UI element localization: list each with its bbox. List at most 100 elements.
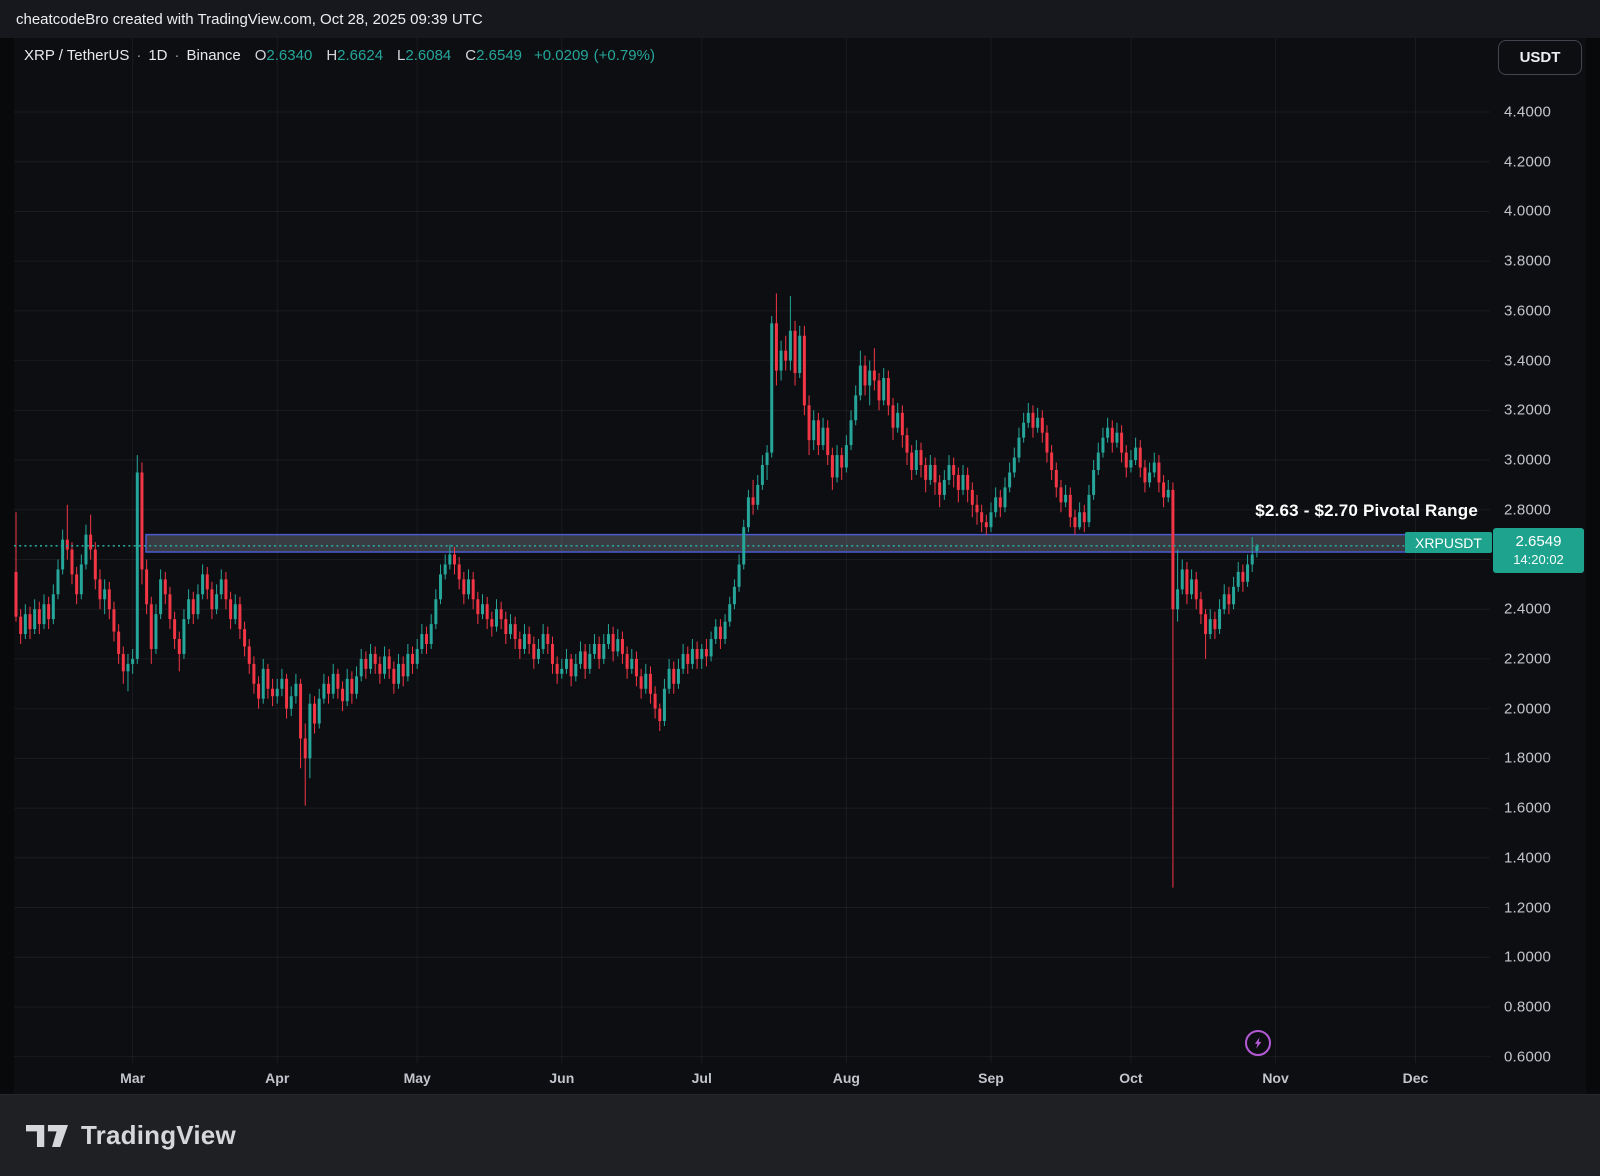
candle-body [1073,517,1077,528]
candle-body [569,658,573,677]
candle-body [355,676,359,694]
candle-body [1087,494,1091,523]
candle-body [210,589,214,610]
candle-body [135,472,139,659]
candle-body [37,609,41,625]
candle-body [121,653,125,672]
candle-body [760,465,764,485]
candle-body [42,604,46,625]
candle-body [648,673,652,694]
candle-body [425,634,429,645]
candle-body [271,688,275,697]
tradingview-logo-text[interactable]: TradingView [81,1120,236,1150]
candle-body [690,648,694,664]
candle-body [592,644,596,654]
candle-body [625,653,629,669]
candle-body [947,465,951,480]
candle-body [1096,452,1100,470]
candle-body [285,678,289,709]
candle-body [854,395,858,421]
candle-body [238,604,242,630]
candle-body [802,335,806,406]
candle-body [597,644,601,659]
price-axis-label: 2.2000 [1504,650,1552,668]
candle-body [784,350,788,361]
symbol-name[interactable]: XRP / TetherUS [24,47,130,64]
symbol-header: XRP / TetherUS · 1D · Binance O2.6340 H2… [24,47,655,67]
candle-body [504,619,508,635]
candle-body [364,658,368,669]
candle-body [252,663,256,684]
candle-body [56,569,60,595]
candle-body [667,668,671,689]
candle-body [336,673,340,689]
candle-body [317,698,321,724]
candle-body [1232,586,1236,605]
candle-body [821,427,825,446]
price-axis-label: 2.0000 [1504,700,1552,718]
price-axis-label: 4.0000 [1504,202,1552,220]
candle-body [439,574,443,600]
candle-body [914,450,918,470]
interval-label[interactable]: 1D [148,47,168,64]
candle-body [490,619,494,627]
candle-body [980,512,984,523]
candle-body [1138,447,1142,468]
candle-body [98,579,102,600]
candle-body [471,579,475,600]
chart-widget[interactable]: XRP / TetherUS · 1D · Binance O2.6340 H2… [14,38,1586,1094]
candle-body [1115,432,1119,443]
candle-body [672,668,676,684]
candle-body [429,624,433,645]
flash-icon[interactable] [1245,1030,1271,1056]
candle-body [952,465,956,475]
candle-body [555,663,559,674]
candle-body [882,378,886,401]
candle-body [93,549,97,580]
candle-body [1040,417,1044,433]
candle-body [1213,619,1217,630]
candle-body [732,586,736,605]
time-axis-label-jun: Jun [549,1070,575,1086]
price-axis-label: 3.6000 [1504,302,1552,320]
currency-toggle-button[interactable]: USDT [1498,40,1582,75]
candle-body [383,656,387,674]
candle-body [634,658,638,677]
candle-body [224,579,228,600]
candle-body [485,604,489,620]
candle-body [1054,469,1058,488]
candle-body [1246,564,1250,582]
candle-body [1101,437,1105,453]
candle-body [215,594,219,610]
candle-body [233,604,237,620]
candle-body [527,634,531,645]
candle-body [1022,422,1026,438]
candle-body [835,455,839,478]
candle-body [550,644,554,664]
candle-body [191,599,195,615]
candle-body [849,420,853,446]
candle-body [630,658,634,669]
candle-body [462,579,466,595]
candle-body [1176,589,1180,610]
candle-body [1059,487,1063,503]
candle-body [788,330,792,361]
candle-body [704,648,708,657]
candle-body [47,604,51,620]
candle-body [322,683,326,699]
candle-body [536,648,540,659]
candle-body [154,614,158,649]
candle-body [19,616,23,635]
candle-body [508,624,512,635]
candlestick-plot[interactable] [14,38,1490,1063]
candle-body [247,646,251,664]
current-price-tag: 2.6549 14:20:02 [1493,528,1584,573]
candle-body [89,534,93,550]
pivot-range-zone[interactable] [145,533,1479,553]
time-axis-label-may: May [403,1070,431,1086]
pivot-range-annotation[interactable]: $2.63 - $2.70 Pivotal Range [1255,501,1478,520]
tradingview-logo-icon[interactable] [26,1124,68,1148]
candle-body [816,420,820,446]
candle-body [518,639,522,649]
candle-body [205,574,209,590]
